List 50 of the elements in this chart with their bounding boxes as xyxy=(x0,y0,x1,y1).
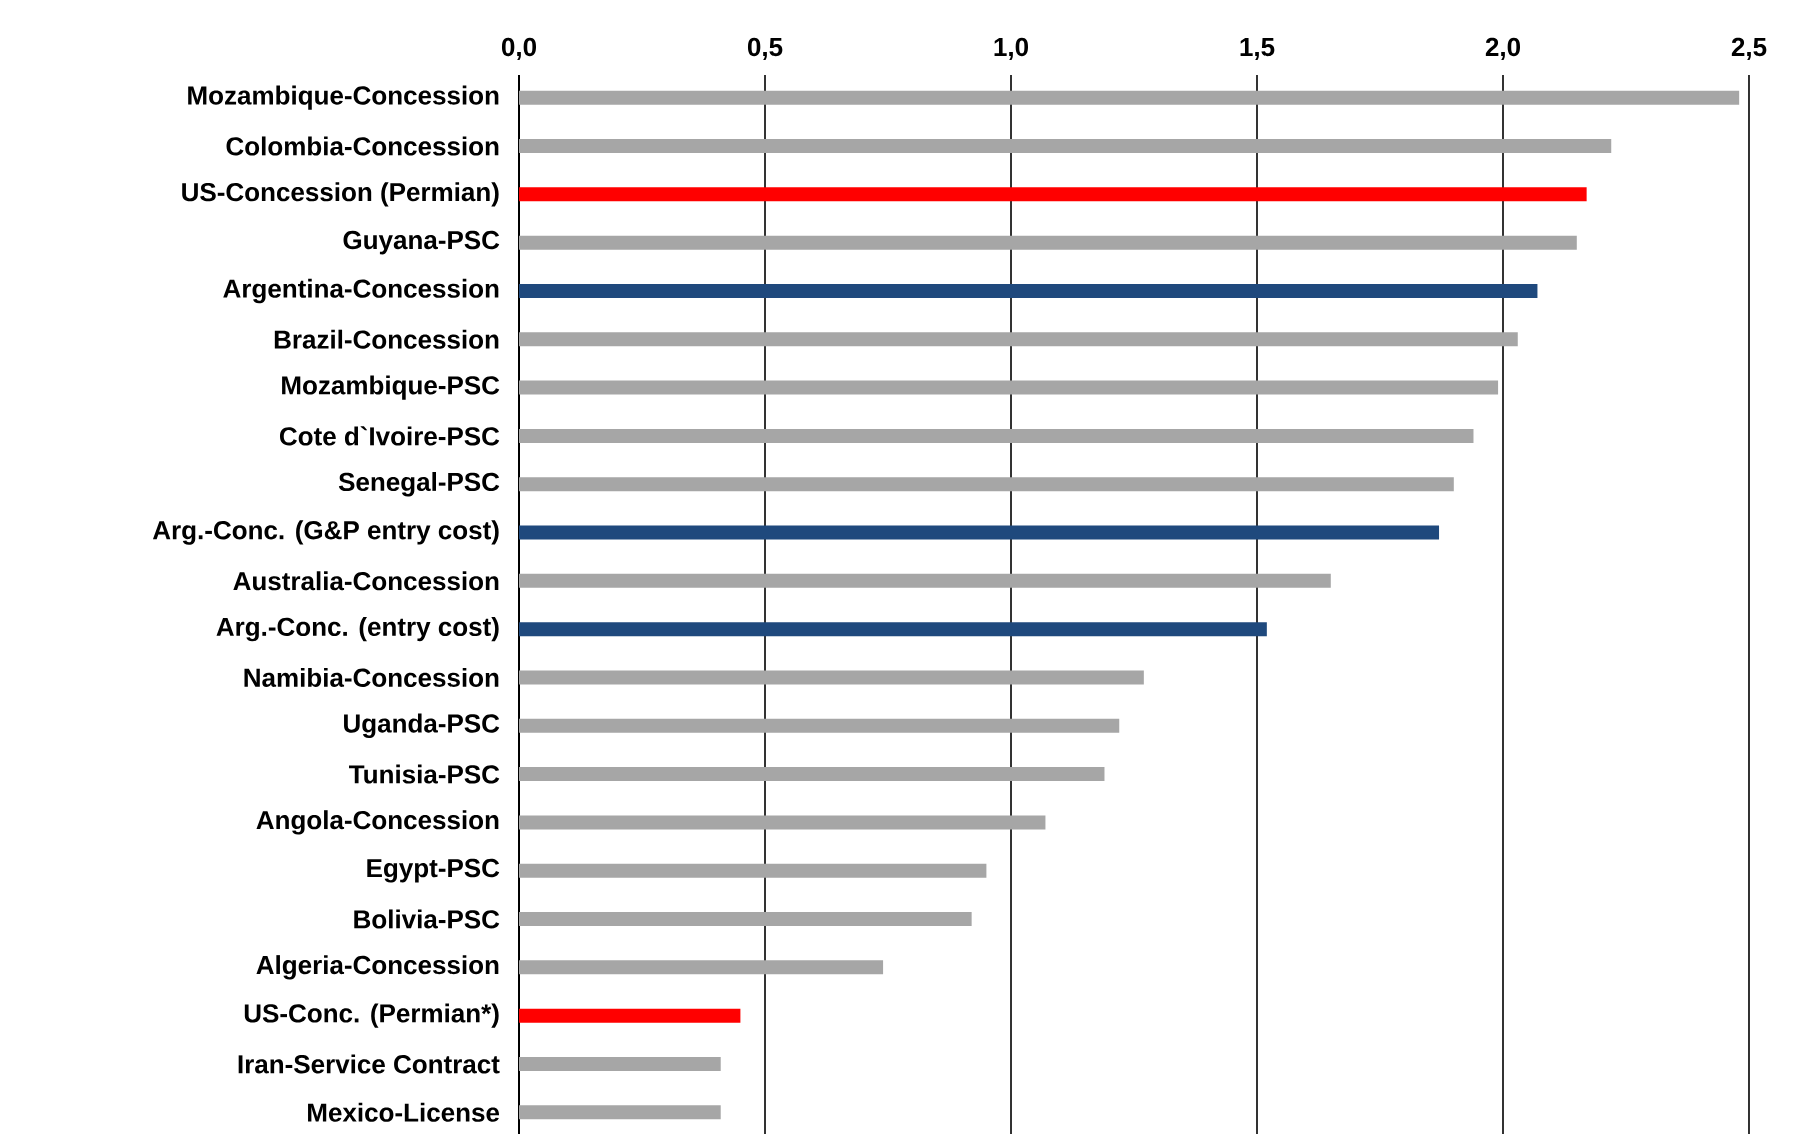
x-tick-label: 0,0 xyxy=(501,37,537,60)
bar xyxy=(519,863,987,878)
bar xyxy=(519,90,1740,105)
y-tick-label: Arg.-Conc. (entry cost) xyxy=(216,616,499,642)
bar xyxy=(519,139,1612,154)
bar xyxy=(519,815,1046,830)
y-tick-label: Uganda-PSC xyxy=(344,713,500,738)
y-tick-label: Guyana-PSC xyxy=(343,230,500,255)
x-tick-label: 2,0 xyxy=(1485,37,1520,60)
y-tick-label: Cote d`Ivoire-PSC xyxy=(279,426,500,446)
y-tick-label: Senegal-PSC xyxy=(338,472,500,497)
bar xyxy=(519,187,1587,202)
y-tick-label: Mexico-License xyxy=(308,1102,500,1122)
y-tick-label: Namibia-Concession xyxy=(244,667,499,687)
y-tick-label: Mozambique-PSC xyxy=(282,375,500,400)
y-tick-label: Arg.-Conc. (G&P entry cost) xyxy=(152,520,499,545)
bar xyxy=(519,477,1454,492)
x-tick-label: 2,5 xyxy=(1731,37,1767,60)
y-tick-label: Mozambique-Concession xyxy=(188,85,499,110)
bar xyxy=(519,525,1440,540)
y-tick-label: Angola-Concession xyxy=(256,810,499,835)
bar xyxy=(519,573,1331,588)
y-tick-label: Argentina-Concession xyxy=(223,278,499,304)
y-tick-label: Australia-Concession xyxy=(233,571,499,591)
y-tick-label: Algeria-Concession xyxy=(256,955,499,980)
bar xyxy=(519,718,1120,733)
bar xyxy=(519,1008,741,1023)
y-tick-label: US-Concession (Permian) xyxy=(182,182,499,207)
bar xyxy=(519,235,1577,250)
bar xyxy=(519,1056,721,1071)
x-tick-label: 1,0 xyxy=(994,37,1029,60)
y-tick-label: Egypt-PSC xyxy=(367,858,500,883)
bar xyxy=(519,622,1267,637)
bar xyxy=(519,670,1144,685)
bar xyxy=(519,332,1518,347)
bar xyxy=(519,767,1105,782)
x-tick-label: 1,5 xyxy=(1240,38,1275,60)
bar xyxy=(519,1105,721,1120)
bar xyxy=(519,380,1499,395)
y-tick-label: Iran-Service Contract xyxy=(238,1054,500,1074)
y-tick-label: Bolivia-PSC xyxy=(354,909,500,929)
y-tick-label: US-Conc. (Permian*) xyxy=(244,1003,499,1028)
x-tick-label: 0,5 xyxy=(747,37,783,60)
y-tick-label: Brazil-Concession xyxy=(274,329,499,349)
y-tick-label: Tunisia-PSC xyxy=(349,764,500,784)
bar xyxy=(519,912,972,927)
bar xyxy=(519,283,1538,298)
y-tick-label: Colombia-Concession xyxy=(226,136,499,156)
bar xyxy=(519,428,1474,443)
bar xyxy=(519,960,884,975)
